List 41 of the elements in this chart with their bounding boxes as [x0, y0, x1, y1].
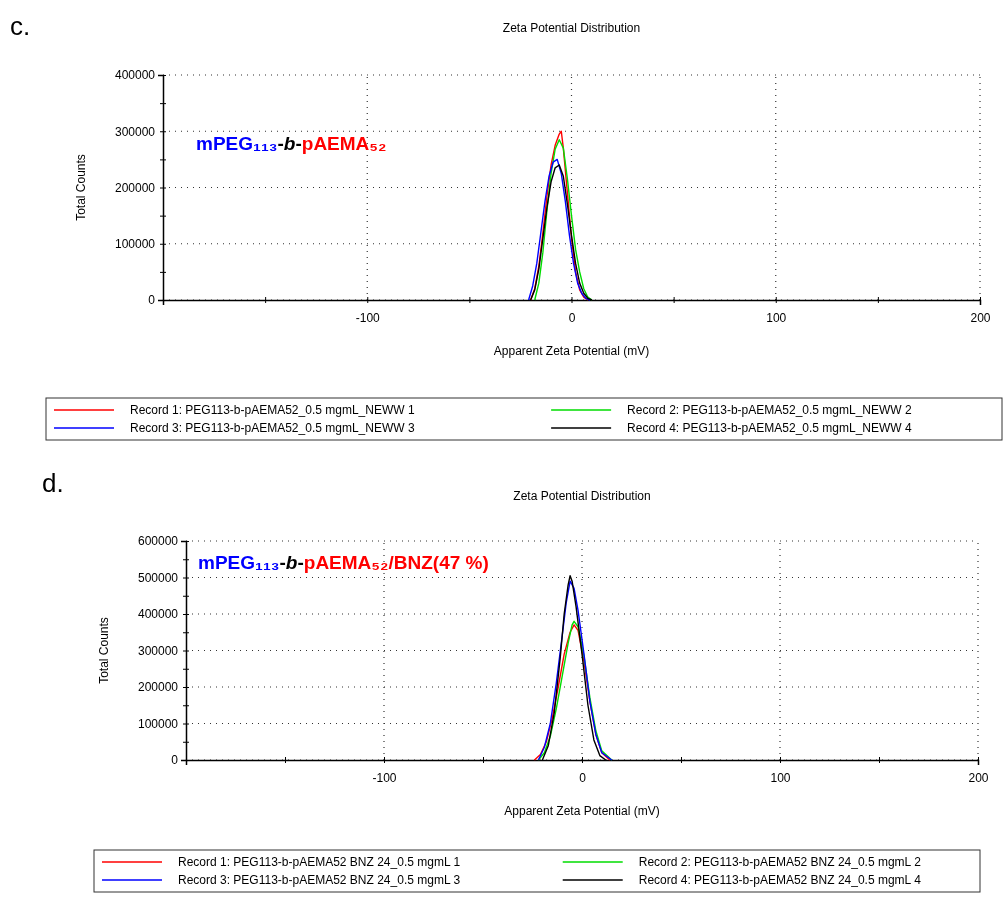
y-tick-label: 300000: [114, 124, 156, 139]
y-axis-title: Total Counts: [74, 154, 88, 221]
y-tick-label: 0: [148, 293, 156, 308]
x-tick-label: 200: [968, 771, 989, 786]
annotation: mPEG₁₁₃-b-pAEMA₅₂/BNZ(47 %): [198, 552, 489, 573]
x-tick-label: -100: [355, 311, 381, 326]
y-tick-label: 300000: [137, 643, 179, 658]
legend-label: Record 2: PEG113-b-pAEMA52_0.5 mgmL_NEWW 2: [627, 403, 913, 417]
x-axis-title: Apparent Zeta Potential (mV): [493, 344, 650, 358]
y-tick-label: 400000: [137, 607, 179, 622]
y-axis-title: Total Counts: [97, 617, 111, 684]
line-series: [534, 138, 593, 301]
x-tick-label: 0: [579, 771, 587, 786]
line-series: [537, 580, 613, 761]
y-tick-label: 600000: [137, 534, 179, 549]
x-tick-label: 200: [970, 311, 991, 326]
x-tick-label: 100: [766, 311, 787, 326]
y-tick-label: 400000: [114, 68, 156, 83]
chart-title: Zeta Potential Distribution: [502, 21, 641, 35]
y-tick-label: 200000: [137, 680, 179, 695]
text: d.: [42, 468, 64, 498]
y-tick-label: 0: [171, 753, 179, 768]
legend-label: Record 2: PEG113-b-pAEMA52 BNZ 24_0.5 mgmL 2: [638, 855, 922, 869]
x-axis-title: Apparent Zeta Potential (mV): [504, 804, 660, 818]
legend-label: Record 4: PEG113-b-pAEMA52 BNZ 24_0.5 mgmL 4: [638, 873, 922, 887]
x-tick-label: 100: [770, 771, 791, 786]
chart-title: Zeta Potential Distribution: [513, 489, 651, 503]
line-series: [529, 130, 589, 301]
legend-label: Record 4: PEG113-b-pAEMA52_0.5 mgmL_NEWW 4: [627, 421, 913, 435]
x-tick-label: -100: [372, 771, 397, 786]
x-tick-label: 0: [568, 311, 576, 326]
legend-label: Record 3: PEG113-b-pAEMA52_0.5 mgmL_NEWW 3: [130, 421, 415, 435]
text: c.: [10, 11, 31, 41]
y-tick-label: 100000: [137, 716, 179, 731]
y-tick-label: 200000: [114, 180, 156, 195]
legend-label: Record 3: PEG113-b-pAEMA52 BNZ 24_0.5 mgmL 3: [178, 873, 461, 887]
legend-label: Record 1: PEG113-b-pAEMA52_0.5 mgmL_NEWW 1: [130, 403, 415, 417]
y-tick-label: 100000: [114, 237, 156, 252]
annotation: mPEG₁₁₃-b-pAEMA₅₂: [196, 133, 387, 154]
legend-label: Record 1: PEG113-b-pAEMA52 BNZ 24_0.5 mgmL 1: [178, 855, 461, 869]
y-tick-label: 500000: [137, 570, 179, 585]
